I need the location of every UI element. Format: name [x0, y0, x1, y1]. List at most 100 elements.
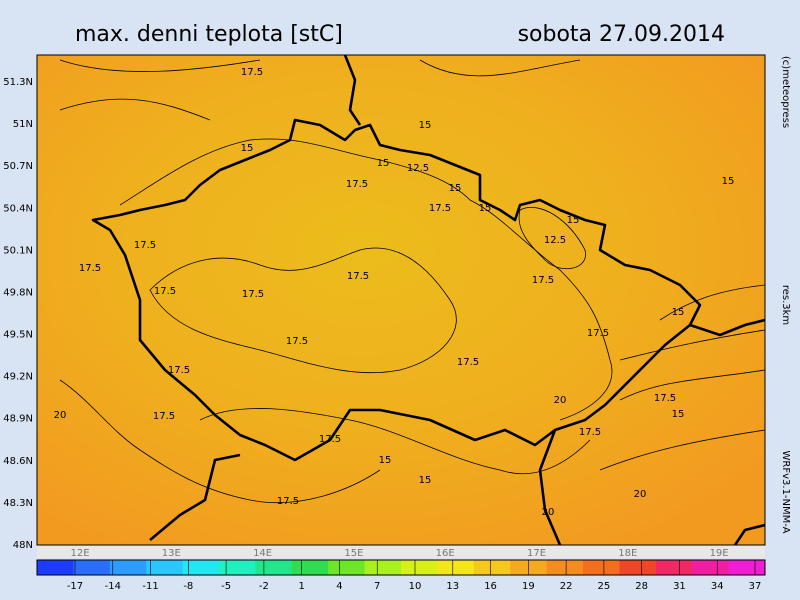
longitude-label: 17E [527, 548, 546, 559]
contour-label: 17.5 [319, 434, 341, 445]
contour-line [599, 284, 766, 471]
colorbar-segment [728, 560, 766, 575]
colorbar-segment [546, 560, 584, 575]
colorbar-segment [619, 560, 657, 575]
colorbar-tick-label: 19 [522, 581, 535, 592]
colorbar-tick-label: 37 [749, 581, 762, 592]
contour-label: 17.5 [242, 289, 264, 300]
colorbar-segment [364, 560, 402, 575]
country-border [733, 523, 766, 546]
colorbar-tick-label: -5 [221, 581, 231, 592]
contour-label: 15 [419, 120, 432, 131]
colorbar-tick-label: 4 [336, 581, 342, 592]
colorbar-tick-label: 31 [673, 581, 686, 592]
contour-label: 12.5 [544, 235, 566, 246]
contour-label: 12.5 [407, 163, 429, 174]
colorbar-tick-label: 16 [484, 581, 497, 592]
latitude-label: 48.9N [3, 414, 33, 425]
colorbar-frame [36, 559, 766, 576]
latitude-label: 49.5N [3, 330, 33, 341]
contour-label: 17.5 [241, 67, 263, 78]
contour-label: 17.5 [134, 240, 156, 251]
country-border [343, 54, 362, 126]
contour-label: 15 [419, 475, 432, 486]
colorbar-segment [255, 560, 293, 575]
colorbar-segment [219, 560, 256, 575]
country-border [689, 318, 766, 337]
longitude-label: 19E [710, 548, 729, 559]
colorbar-tick-label: 13 [446, 581, 459, 592]
contour-label: 20 [542, 507, 555, 518]
colorbar-segment [109, 560, 147, 575]
colorbar-tick-label: -2 [259, 581, 269, 592]
country-border [149, 453, 241, 541]
contour-label: 17.5 [346, 179, 368, 190]
contour-label: 17.5 [587, 328, 609, 339]
country-border [91, 118, 702, 462]
colorbar-segment [401, 560, 438, 575]
contour-label: 15 [567, 215, 580, 226]
longitude-label: 14E [253, 548, 272, 559]
contour-label: 15 [241, 143, 254, 154]
date: sobota 27.09.2014 [518, 22, 725, 47]
contour-label: 15 [479, 203, 492, 214]
colorbar-tick-label: 1 [298, 581, 304, 592]
colorbar-segment [37, 560, 74, 575]
latitude-label: 50.4N [3, 203, 33, 214]
contour-label: 20 [54, 410, 67, 421]
colorbar-tick-label: 22 [560, 581, 573, 592]
colorbar-segment [583, 560, 620, 575]
colorbar-segment [437, 560, 475, 575]
contour-line [518, 207, 586, 269]
latitude-label: 49.2N [3, 372, 33, 383]
colorbar-tick-label: 25 [598, 581, 611, 592]
colorbar-tick-label: -17 [67, 581, 83, 592]
contour-label: 20 [634, 489, 647, 500]
latitude-label: 51.3N [3, 77, 33, 88]
contour-label: 15 [722, 176, 735, 187]
title: max. denni teplota [stC] [75, 22, 343, 47]
contour-label: 17.5 [579, 427, 601, 438]
colorbar-segment [73, 560, 111, 575]
contour-line [59, 379, 381, 504]
map-frame [36, 54, 766, 546]
latitude-label: 51N [13, 119, 33, 130]
contour-label: 17.5 [532, 275, 554, 286]
colorbar-tick-label: 34 [711, 581, 724, 592]
contour-label: 17.5 [153, 411, 175, 422]
colorbar-segment [510, 560, 548, 575]
contour-label: 15 [377, 158, 390, 169]
longitude-label: 12E [70, 548, 89, 559]
colorbar-segment [146, 560, 184, 575]
label-strip [37, 545, 765, 558]
latitude-label: 50.1N [3, 245, 33, 256]
latitude-label: 48.3N [3, 498, 33, 509]
temperature-field [37, 55, 765, 545]
colorbar-tick-label: -14 [105, 581, 121, 592]
contour-label: 17.5 [168, 365, 190, 376]
colorbar-tick-label: 7 [374, 581, 380, 592]
contour-line [149, 247, 457, 374]
contour-line [119, 138, 613, 421]
colorbar-segment [655, 560, 693, 575]
contour-label: 17.5 [79, 263, 101, 274]
contours [59, 59, 766, 504]
contour-label: 15 [672, 307, 685, 318]
contour-label: 17.5 [286, 336, 308, 347]
copyright: (c)meteopress [780, 56, 791, 128]
colorbar-segment [291, 560, 329, 575]
contour-label: 17.5 [429, 203, 451, 214]
longitude-label: 18E [618, 548, 637, 559]
latitude-label: 49.8N [3, 287, 33, 298]
colorbar-segment [692, 560, 730, 575]
longitude-label: 16E [436, 548, 455, 559]
contour-line [59, 59, 581, 121]
latitude-label: 48N [13, 540, 33, 551]
latitude-label: 50.7N [3, 161, 33, 172]
contour-label: 17.5 [154, 286, 176, 297]
longitude-label: 15E [344, 548, 363, 559]
colorbar-segment [473, 560, 511, 575]
colorbar-tick-label: 10 [409, 581, 422, 592]
